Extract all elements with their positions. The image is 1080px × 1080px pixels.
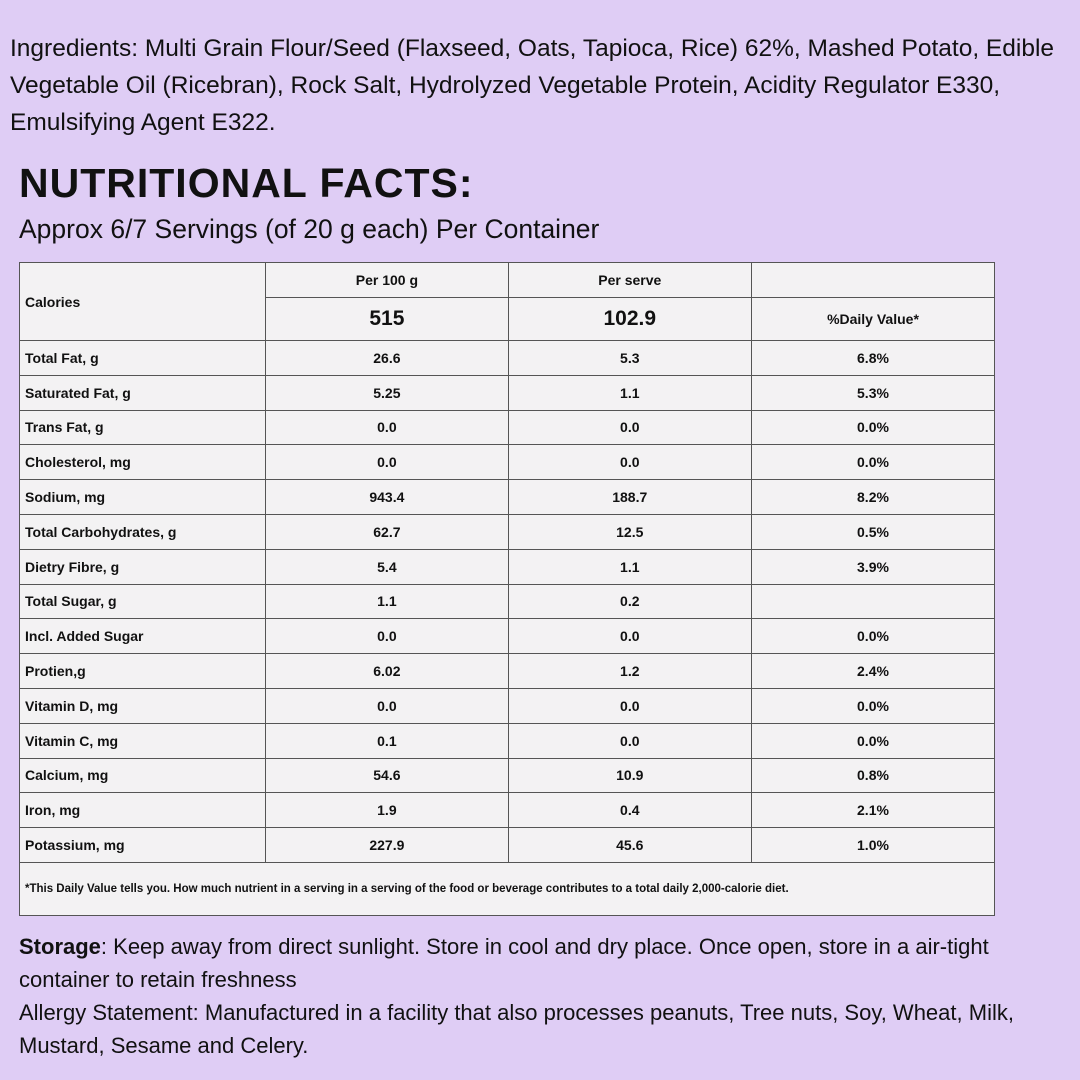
- cell: Vitamin C, mg: [18, 722, 267, 759]
- cell: Trans Fat, g: [18, 409, 267, 446]
- cell: 0.0: [265, 687, 509, 724]
- row: Incl. Added Sugar 0.0 0.0 0.0%: [18, 618, 996, 655]
- cell: Vitamin D, mg: [18, 687, 267, 724]
- cell: 0.0: [265, 444, 509, 481]
- row: Calcium, mg 54.6 10.9 0.8%: [18, 757, 996, 794]
- cell: 0.0: [265, 618, 509, 655]
- cell: Cholesterol, mg: [18, 444, 267, 481]
- cell: 0.0: [507, 722, 752, 759]
- cell: 0.0: [265, 409, 509, 446]
- cell: 0.4: [507, 792, 752, 829]
- cell: 0.0%: [750, 722, 996, 759]
- cell: 45.6: [507, 827, 752, 863]
- cell: 10.9: [507, 757, 752, 794]
- subtitle: Approx 6/7 Servings (of 20 g each) Per C…: [19, 214, 600, 244]
- cell: 0.2: [507, 583, 752, 620]
- cell: 0.8%: [750, 757, 996, 794]
- header-row: 515 102.9 %Daily Value*: [20, 297, 996, 341]
- cell: 12.5: [507, 513, 752, 550]
- cell: 54.6: [265, 757, 509, 794]
- cell: 5.3: [507, 340, 752, 376]
- cell: 515: [265, 297, 509, 341]
- cell: 0.0%: [750, 409, 996, 446]
- row: Potassium, mg 227.9 45.6 1.0%: [18, 827, 996, 863]
- cell: Potassium, mg: [18, 827, 267, 863]
- cell: 227.9: [265, 827, 509, 863]
- cell: 0.5%: [750, 513, 996, 550]
- cell: 5.3%: [750, 374, 996, 411]
- cell: 0.1: [265, 722, 509, 759]
- cell: 0.0: [507, 444, 752, 481]
- cell: 943.4: [265, 479, 509, 515]
- cell: 0.0: [507, 687, 752, 724]
- title: NUTRITIONAL FACTS:: [19, 160, 474, 206]
- row: Saturated Fat, g 5.25 1.1 5.3%: [18, 374, 996, 411]
- cell: [750, 583, 996, 620]
- cell: Dietry Fibre, g: [18, 548, 267, 585]
- cell: Iron, mg: [18, 792, 267, 829]
- cell: 1.0%: [750, 827, 996, 863]
- cell: [750, 262, 996, 298]
- cell: 26.6: [265, 340, 509, 376]
- cell: 5.25: [265, 374, 509, 411]
- cell: Total Fat, g: [18, 340, 267, 376]
- cell: 8.2%: [750, 479, 996, 515]
- cell: 0.0%: [750, 687, 996, 724]
- nutrition-table: Calories Per 100 g Per serve 515 102.9 %…: [18, 262, 996, 916]
- cell: Protien,g: [18, 653, 267, 689]
- cell: 0.0: [507, 618, 752, 655]
- row: Total Carbohydrates, g 62.7 12.5 0.5%: [18, 513, 996, 550]
- cell: %Daily Value*: [750, 297, 996, 341]
- row: Total Sugar, g 1.1 0.2: [18, 583, 996, 620]
- cell: Calories: [18, 262, 267, 341]
- row: Iron, mg 1.9 0.4 2.1%: [18, 792, 996, 829]
- row: Trans Fat, g 0.0 0.0 0.0%: [18, 409, 996, 446]
- cell: 6.8%: [750, 340, 996, 376]
- cell: 102.9: [507, 297, 752, 341]
- cell: Saturated Fat, g: [18, 374, 267, 411]
- cell: 2.4%: [750, 653, 996, 689]
- cell: 188.7: [507, 479, 752, 515]
- row: Sodium, mg 943.4 188.7 8.2%: [18, 479, 996, 515]
- footnote: *This Daily Value tells you. How much nu…: [19, 861, 995, 916]
- footnote-row: *This Daily Value tells you. How much nu…: [19, 861, 995, 916]
- cell: 0.0%: [750, 618, 996, 655]
- cell: 1.1: [507, 548, 752, 585]
- cell: Total Sugar, g: [18, 583, 267, 620]
- row: Protien,g 6.02 1.2 2.4%: [18, 653, 996, 689]
- cell: Calcium, mg: [18, 757, 267, 794]
- row: Vitamin C, mg 0.1 0.0 0.0%: [18, 722, 996, 759]
- cell: 1.2: [507, 653, 752, 689]
- cell: Total Carbohydrates, g: [18, 513, 267, 550]
- cell: 1.9: [265, 792, 509, 829]
- ingredients: Ingredients: Multi Grain Flour/Seed (Fla…: [10, 35, 1055, 136]
- allergy: Allergy Statement: Manufactured in a fac…: [19, 1000, 1014, 1058]
- row: Vitamin D, mg 0.0 0.0 0.0%: [18, 687, 996, 724]
- storage-allergy: Storage: Keep away from direct sunlight.…: [19, 930, 1074, 1062]
- row: Dietry Fibre, g 5.4 1.1 3.9%: [18, 548, 996, 585]
- cell: 1.1: [265, 583, 509, 620]
- cell: Incl. Added Sugar: [18, 618, 267, 655]
- cell: 62.7: [265, 513, 509, 550]
- cell: Per 100 g: [265, 262, 509, 298]
- cell: 1.1: [507, 374, 752, 411]
- cell: 6.02: [265, 653, 509, 689]
- cell: 0.0: [507, 409, 752, 446]
- header-row: Calories Per 100 g Per serve: [18, 262, 996, 341]
- cell: 2.1%: [750, 792, 996, 829]
- row: Cholesterol, mg 0.0 0.0 0.0%: [18, 444, 996, 481]
- storage-text: : Keep away from direct sunlight. Store …: [19, 934, 989, 992]
- cell: Sodium, mg: [18, 479, 267, 515]
- row: Total Fat, g 26.6 5.3 6.8%: [18, 340, 996, 376]
- cell: Per serve: [507, 262, 752, 298]
- cell: 3.9%: [750, 548, 996, 585]
- storage-label: Storage: [19, 934, 101, 959]
- cell: 0.0%: [750, 444, 996, 481]
- cell: 5.4: [265, 548, 509, 585]
